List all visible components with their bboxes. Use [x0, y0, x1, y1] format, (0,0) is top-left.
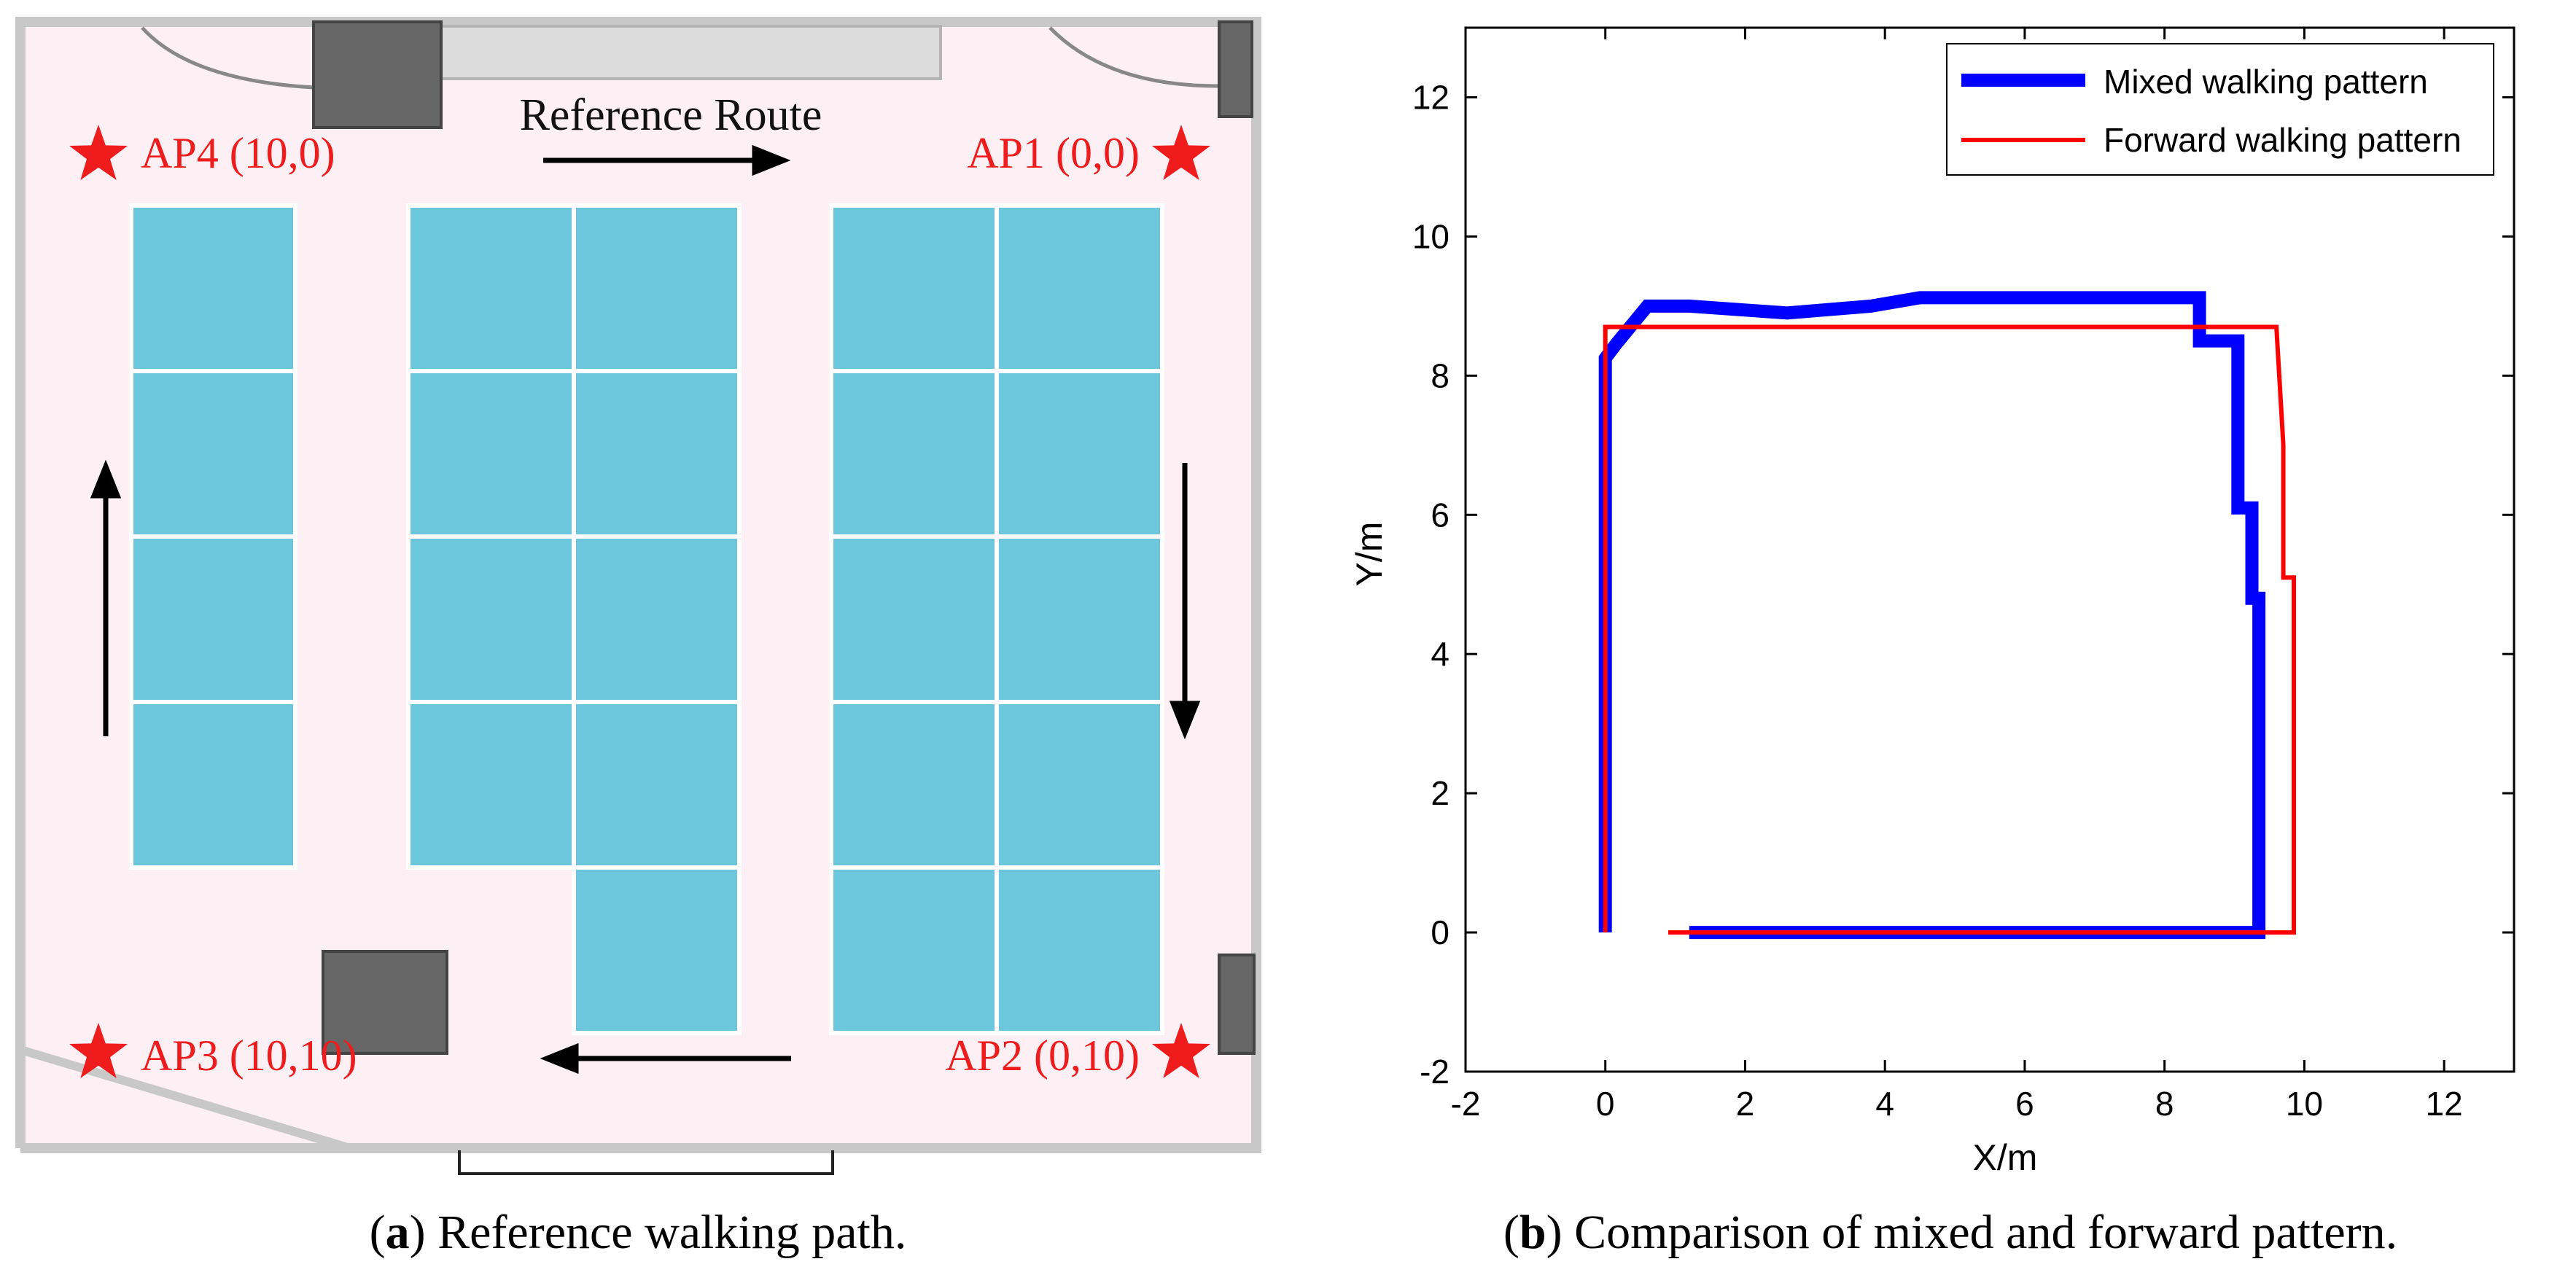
x-axis-label: X/m [1973, 1137, 2038, 1178]
x-tick-label: 4 [1875, 1085, 1894, 1123]
y-tick-label: 8 [1431, 356, 1450, 394]
ap2-star-icon [1152, 1023, 1210, 1078]
desk [406, 534, 576, 704]
caption-a-text: Reference walking path. [426, 1206, 907, 1259]
top-window [436, 25, 942, 80]
route-arrow-right-head [1169, 701, 1201, 740]
desk [572, 534, 742, 704]
series-line-forward [1603, 324, 2296, 935]
ap4-label: AP4 (10,0) [141, 129, 335, 177]
route-arrow-top-head [752, 144, 791, 176]
y-tick-label: 4 [1431, 635, 1450, 673]
y-tick-label: 6 [1431, 496, 1450, 534]
x-axis: -2 0 2 4 6 8 10 12 [1451, 28, 2463, 1123]
legend-box [1946, 43, 2494, 176]
route-arrow-bottom-head [540, 1042, 579, 1075]
legend: Mixed walking pattern Forward walking pa… [1946, 43, 2494, 176]
y-tick-label: 0 [1431, 913, 1450, 951]
desk [572, 700, 742, 870]
ap1-label: AP1 (0,0) [967, 129, 1140, 177]
desk [572, 369, 742, 539]
y-axis: -2 0 2 4 6 8 10 12 [1412, 78, 2514, 1091]
y-tick-label: 12 [1412, 78, 1450, 116]
x-tick-label: 0 [1596, 1085, 1615, 1123]
desk [995, 534, 1164, 704]
access-points [69, 125, 1210, 1078]
desk [995, 865, 1164, 1035]
desk [406, 369, 576, 539]
desk [829, 534, 999, 704]
desk [129, 534, 297, 704]
route-arrows [90, 144, 1201, 1075]
cabinet-top-right [1218, 20, 1253, 118]
x-tick-label: 2 [1736, 1085, 1755, 1123]
y-tick-label: 10 [1412, 217, 1450, 255]
desk [129, 203, 297, 373]
ap3-label: AP3 (10,10) [141, 1032, 357, 1080]
series-layer [1598, 291, 2296, 940]
cabinet-bottom [322, 950, 448, 1055]
ap1-star-icon [1152, 125, 1210, 180]
desk [829, 865, 999, 1035]
route-label: Reference Route [520, 90, 822, 140]
floor-plan: Reference Route AP4 (10,0) AP1 (0,0) AP3… [15, 17, 1261, 1175]
door-arc-left [141, 26, 314, 90]
x-tick-label: 8 [2155, 1085, 2174, 1123]
cabinet-right-bottom [1218, 954, 1256, 1055]
legend-label-mixed: Mixed walking pattern [2104, 63, 2428, 101]
cabinet-top-left [312, 20, 443, 129]
room-walls [15, 17, 1261, 1153]
desk [572, 865, 742, 1035]
desk [829, 203, 999, 373]
desk [572, 203, 742, 373]
desk [995, 700, 1164, 870]
ap2-label: AP2 (0,10) [945, 1032, 1140, 1080]
diagonal-wall [19, 1045, 351, 1153]
series-line-mixed [1598, 291, 2266, 940]
desk [995, 369, 1164, 539]
desk [995, 203, 1164, 373]
desk [129, 369, 297, 539]
x-tick-label: 10 [2286, 1085, 2323, 1123]
desk [829, 700, 999, 870]
caption-b-text: Comparison of mixed and forward pattern. [1563, 1206, 2398, 1259]
bottom-door-bracket [458, 1150, 834, 1175]
plot-frame [1464, 26, 2515, 1073]
desk [829, 369, 999, 539]
caption-a-letter: a [386, 1206, 410, 1259]
caption-b: (b) Comparison of mixed and forward patt… [1503, 1206, 2397, 1259]
ap3-star-icon [69, 1023, 128, 1078]
y-tick-label: 2 [1431, 774, 1450, 812]
desk-group [129, 203, 1164, 1035]
caption-a: (a) Reference walking path. [370, 1206, 907, 1259]
desk [406, 203, 576, 373]
route-arrow-left-head [90, 459, 122, 499]
caption-b-letter: b [1519, 1206, 1546, 1259]
trajectory-chart: -2 0 2 4 6 8 10 12 -2 0 2 4 6 8 10 12 X/m Y/m Mixed wa… [1349, 26, 2515, 1178]
legend-label-forward: Forward walking pattern [2104, 121, 2462, 159]
x-tick-label: -2 [1451, 1085, 1481, 1123]
y-axis-label: Y/m [1349, 522, 1390, 587]
door-arc-right [1048, 26, 1226, 88]
desk [129, 700, 297, 870]
x-tick-label: 12 [2426, 1085, 2463, 1123]
ap4-star-icon [69, 125, 128, 180]
x-tick-label: 6 [2015, 1085, 2034, 1123]
y-tick-label: -2 [1420, 1053, 1450, 1091]
desk [406, 700, 576, 870]
